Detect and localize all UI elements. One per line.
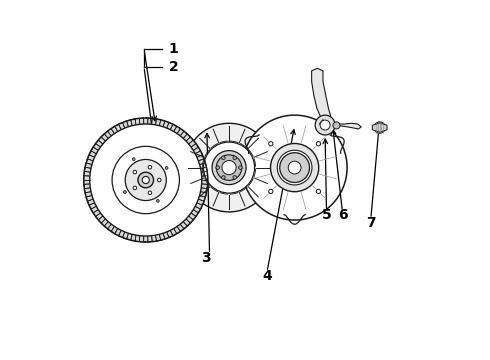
Circle shape [288, 161, 301, 174]
Circle shape [242, 115, 347, 220]
Circle shape [315, 115, 335, 135]
Circle shape [269, 189, 273, 194]
Circle shape [317, 189, 320, 194]
Circle shape [216, 166, 220, 169]
Circle shape [233, 176, 237, 179]
Circle shape [269, 141, 273, 146]
Text: 2: 2 [169, 59, 178, 73]
Circle shape [133, 170, 137, 174]
Circle shape [212, 150, 246, 185]
Circle shape [239, 166, 242, 169]
Circle shape [320, 120, 330, 130]
Circle shape [233, 156, 237, 159]
Text: 4: 4 [262, 269, 272, 283]
Circle shape [216, 155, 242, 180]
Polygon shape [84, 118, 208, 242]
Circle shape [148, 191, 152, 195]
Text: 5: 5 [321, 208, 331, 222]
Circle shape [222, 161, 236, 175]
Circle shape [123, 191, 126, 193]
Polygon shape [372, 123, 387, 132]
Polygon shape [312, 68, 334, 127]
Polygon shape [326, 123, 361, 129]
Circle shape [142, 176, 149, 184]
Circle shape [221, 176, 225, 179]
Circle shape [317, 141, 320, 146]
Text: 1: 1 [169, 42, 178, 56]
Circle shape [185, 123, 273, 212]
Circle shape [203, 142, 255, 193]
Circle shape [374, 122, 385, 133]
Text: 6: 6 [338, 208, 347, 222]
Circle shape [221, 156, 225, 159]
Circle shape [133, 186, 137, 190]
Circle shape [333, 122, 340, 129]
Circle shape [90, 124, 202, 236]
Circle shape [280, 153, 310, 183]
Circle shape [132, 158, 135, 161]
Circle shape [148, 165, 152, 169]
Circle shape [138, 172, 153, 188]
Circle shape [165, 167, 168, 169]
Circle shape [157, 178, 161, 182]
Circle shape [125, 159, 166, 201]
Circle shape [270, 144, 318, 192]
Text: 3: 3 [201, 251, 211, 265]
Text: 7: 7 [366, 216, 376, 230]
Circle shape [277, 150, 312, 185]
Circle shape [112, 146, 179, 214]
Circle shape [156, 199, 159, 202]
